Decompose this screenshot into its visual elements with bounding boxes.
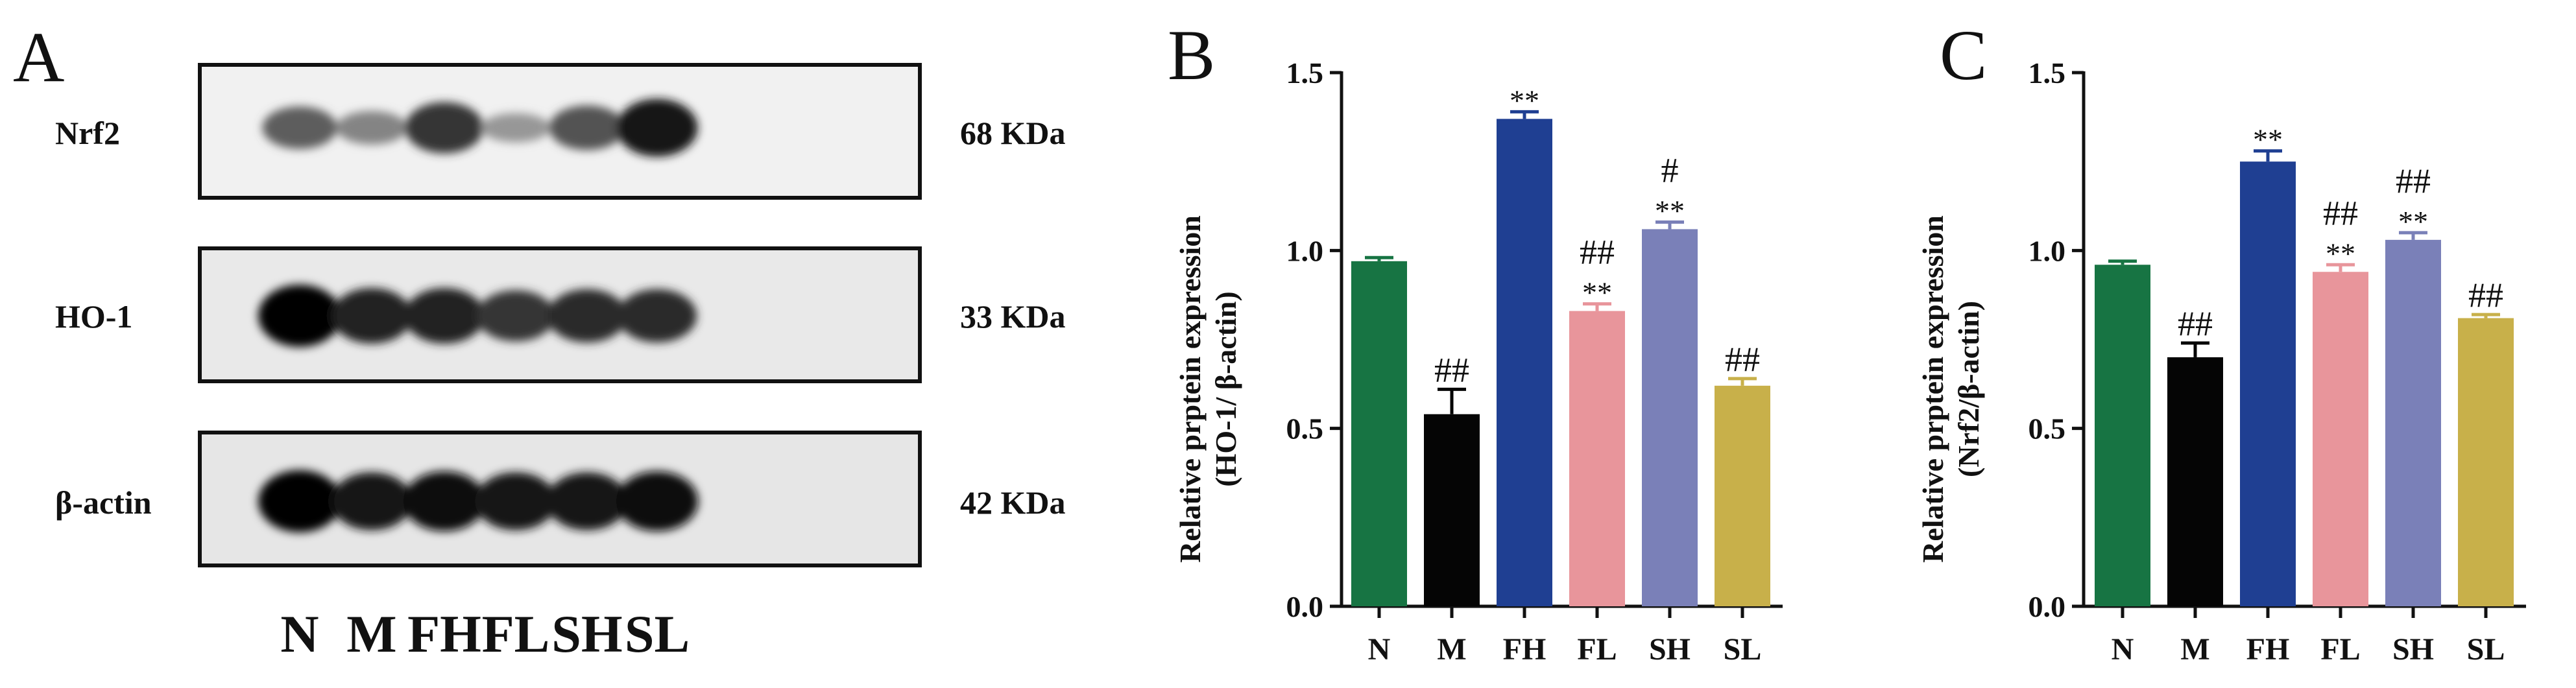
panel-b-chart: B Relative prptein expression (HO-1/ β-a… bbox=[1168, 16, 1783, 667]
blot-bands bbox=[262, 99, 698, 157]
blot-band bbox=[258, 285, 341, 347]
bar-fl bbox=[2313, 272, 2368, 607]
blot-band bbox=[549, 105, 625, 150]
bar-sh bbox=[1642, 229, 1698, 606]
significance-mark: ** bbox=[2326, 237, 2355, 270]
plot-area: 0.0 0.5 1.0 1.5 N M ## FH ** FL ** ## SH ** # SL ## bbox=[1286, 56, 1783, 667]
y-tick-label: 1.5 bbox=[2028, 56, 2066, 89]
x-tick-label: FH bbox=[2246, 632, 2290, 667]
x-tick-label: SL bbox=[2467, 632, 2505, 667]
bar-fh bbox=[2240, 161, 2296, 606]
blot-band bbox=[404, 288, 485, 344]
blot-band bbox=[546, 472, 628, 530]
blot-band bbox=[476, 290, 555, 342]
significance-mark: ** bbox=[1582, 276, 1612, 309]
significance-mark: ## bbox=[2396, 161, 2431, 200]
x-tick-label: SH bbox=[2392, 632, 2434, 667]
blot-band bbox=[405, 102, 484, 154]
y-axis-label-sub: (HO-1/ β-actin) bbox=[1209, 291, 1242, 486]
blot-row-beta-actin: β-actin 42 KDa bbox=[55, 431, 1066, 567]
y-tick-label: 0.0 bbox=[2028, 590, 2066, 623]
blot-bands bbox=[258, 470, 699, 532]
bar-n bbox=[2095, 265, 2150, 606]
x-tick-label: M bbox=[2180, 632, 2209, 667]
blot-bands bbox=[258, 285, 697, 347]
lane-label: SH bbox=[551, 604, 622, 663]
significance-mark: ** bbox=[1655, 194, 1685, 227]
bar-sl bbox=[1715, 385, 1770, 606]
bar-sl bbox=[2458, 318, 2514, 606]
blot-band bbox=[475, 472, 557, 530]
panel-b-letter: B bbox=[1168, 16, 1215, 95]
x-tick-label: FH bbox=[1503, 632, 1547, 667]
blot-band bbox=[616, 471, 699, 532]
significance-mark: ## bbox=[2323, 193, 2358, 232]
kda-label: 33 KDa bbox=[960, 298, 1066, 335]
blot-band bbox=[403, 471, 486, 532]
blot-row-nrf2: Nrf2 68 KDa bbox=[55, 63, 1066, 200]
y-tick-label: 1.0 bbox=[1286, 234, 1324, 267]
lane-label: FH bbox=[407, 604, 481, 663]
bar-sh bbox=[2385, 239, 2441, 607]
y-axis-label: Relative prptein expression bbox=[1916, 215, 1949, 563]
y-tick-label: 0.5 bbox=[2028, 412, 2066, 445]
panel-c-chart: C Relative prptein expression (Nrf2/β-ac… bbox=[1916, 16, 2526, 667]
blot-band bbox=[262, 106, 337, 149]
x-tick-label: FL bbox=[1577, 632, 1617, 667]
blot-band bbox=[331, 288, 412, 344]
significance-mark: # bbox=[1661, 150, 1679, 189]
protein-label: β-actin bbox=[55, 484, 152, 521]
x-tick-label: SH bbox=[1649, 632, 1691, 667]
kda-label: 68 KDa bbox=[960, 115, 1066, 151]
significance-mark: ## bbox=[1580, 233, 1615, 272]
bar-fh bbox=[1497, 119, 1552, 606]
blot-band bbox=[617, 289, 697, 343]
y-axis-label: Relative prptein expression bbox=[1174, 215, 1207, 563]
bar-fl bbox=[1569, 311, 1625, 606]
kda-label: 42 KDa bbox=[960, 484, 1066, 521]
lane-label: N bbox=[280, 604, 319, 663]
bar-m bbox=[1424, 414, 1480, 606]
significance-mark: ## bbox=[2468, 276, 2503, 314]
significance-mark: ** bbox=[2398, 205, 2428, 238]
significance-mark: ## bbox=[1725, 340, 1760, 379]
protein-label: HO-1 bbox=[55, 298, 132, 335]
blot-band bbox=[547, 289, 627, 343]
lane-label: SL bbox=[625, 604, 690, 663]
significance-mark: ** bbox=[2253, 123, 2283, 156]
panel-a: A Nrf2 68 KDa HO-1 33 KDa β-actin 42 KDa… bbox=[13, 18, 1066, 663]
blot-row-ho1: HO-1 33 KDa bbox=[55, 246, 1066, 383]
panel-a-letter: A bbox=[13, 18, 64, 97]
significance-mark: ** bbox=[1510, 84, 1539, 117]
blot-band bbox=[616, 99, 698, 157]
x-tick-label: M bbox=[1437, 632, 1466, 667]
y-tick-label: 0.5 bbox=[1286, 412, 1324, 445]
y-axis-label-sub: (Nrf2/β-actin) bbox=[1952, 301, 1985, 477]
panel-c-letter: C bbox=[1940, 16, 1987, 95]
bar-m bbox=[2167, 357, 2223, 606]
x-tick-label: N bbox=[2112, 632, 2134, 667]
blot-band bbox=[331, 472, 413, 530]
lane-label: M bbox=[346, 604, 396, 663]
protein-label: Nrf2 bbox=[55, 115, 120, 151]
x-tick-label: SL bbox=[1724, 632, 1762, 667]
bar-n bbox=[1351, 261, 1407, 606]
blot-band bbox=[258, 470, 341, 532]
significance-mark: ## bbox=[2178, 304, 2213, 343]
significance-mark: ## bbox=[1434, 350, 1469, 389]
lane-label: FL bbox=[482, 604, 550, 663]
y-tick-label: 1.0 bbox=[2028, 234, 2066, 267]
blot-band bbox=[481, 113, 551, 143]
x-tick-label: N bbox=[1368, 632, 1391, 667]
blot-band bbox=[336, 111, 407, 145]
lane-labels: N M FH FL SH SL bbox=[280, 604, 690, 663]
x-tick-label: FL bbox=[2320, 632, 2360, 667]
y-tick-label: 0.0 bbox=[1286, 590, 1324, 623]
y-tick-label: 1.5 bbox=[1286, 56, 1324, 89]
plot-area: 0.0 0.5 1.0 1.5 N M ## FH ** FL ** ## SH ** ## SL ## bbox=[2028, 56, 2526, 667]
